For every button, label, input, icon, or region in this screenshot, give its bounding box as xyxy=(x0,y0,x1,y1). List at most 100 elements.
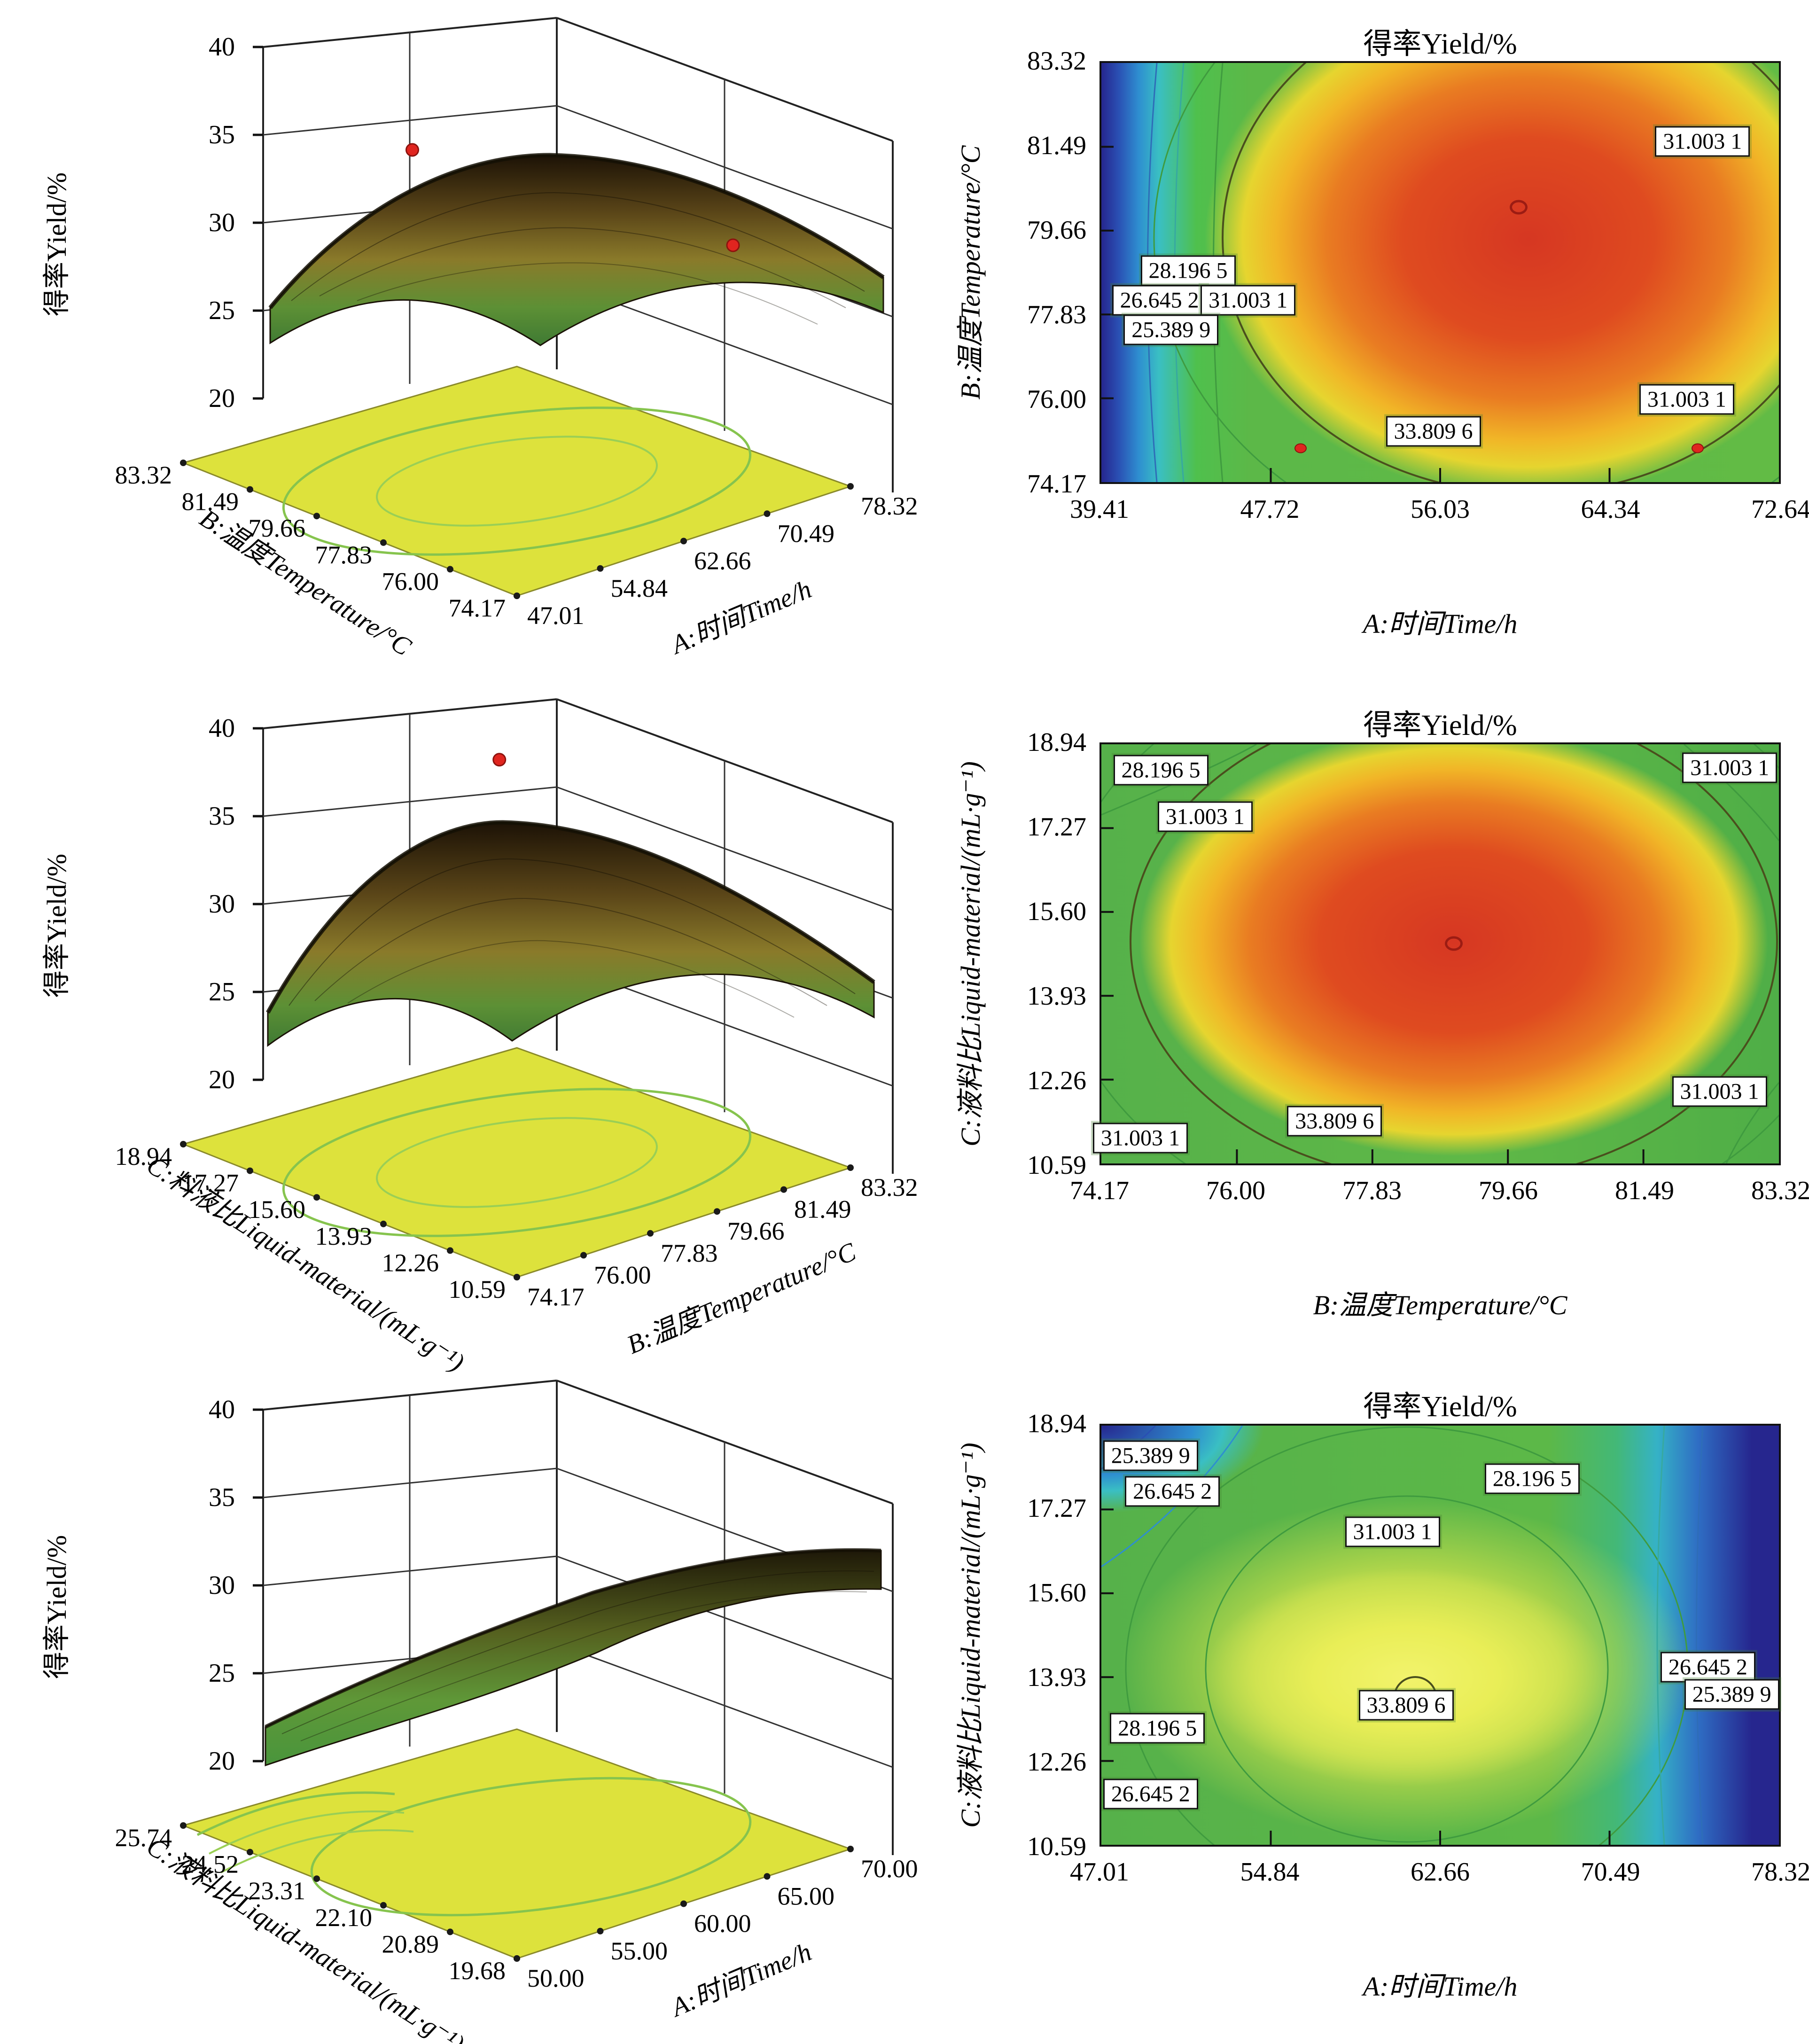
contour-level-label: 25.389 9 xyxy=(1123,314,1219,345)
contour-level-label: 33.809 6 xyxy=(1386,416,1481,446)
contour-level-label: 28.196 5 xyxy=(1484,1463,1580,1494)
left-axis-tick-label: 79.66 xyxy=(249,514,306,542)
right-axis-tick-dot xyxy=(780,1186,787,1193)
z-axis-title: 得率Yield/% xyxy=(41,1535,72,1679)
left-axis-tick-label: 15.60 xyxy=(249,1195,306,1224)
contour-level-label: 33.809 6 xyxy=(1358,1690,1454,1720)
z-axis-tick-label: 25 xyxy=(209,977,235,1006)
right-axis-tick-label: 78.32 xyxy=(861,492,918,520)
design-point-marker xyxy=(726,238,740,252)
response-surface xyxy=(268,153,885,346)
right-axis-title: A:时间Time/h xyxy=(665,575,816,661)
response-surface xyxy=(266,820,875,1047)
x-axis-tick-label: 74.17 xyxy=(1070,1176,1129,1205)
surface-canvas: 40 35 30 25 20 得率Yield/% 83.32 81.49 79.66 77.83 7… xyxy=(41,17,918,662)
right-axis-tick-label: 70.49 xyxy=(778,519,835,547)
response-surface xyxy=(265,1548,882,1767)
left-axis-tick-dot xyxy=(447,1928,453,1935)
left-axis-tick-label: 24.52 xyxy=(182,1850,239,1879)
left-axis-tick-dot xyxy=(380,1220,387,1227)
z-axis-tick-label: 30 xyxy=(209,889,235,919)
x-axis-tick-label: 39.41 xyxy=(1070,495,1129,524)
center-design-point-marker xyxy=(1445,936,1463,951)
right-axis-tick-dot xyxy=(847,1846,854,1852)
contour-plot-time-ratio: 得率Yield/% C:液料比Liquid-material/(mL·g⁻¹) A:… xyxy=(916,1363,1809,2044)
x-axis-tick-label: 72.64 xyxy=(1751,495,1809,524)
contour-level-label: 25.389 9 xyxy=(1684,1679,1779,1710)
plot-title: 得率Yield/% xyxy=(1363,28,1517,60)
right-axis-tick-dot xyxy=(714,1208,720,1215)
design-point-marker xyxy=(405,143,419,157)
surface-labels: 40 35 30 25 20 得率Yield/% 18.94 17.27 15.60 13.93 1… xyxy=(41,714,918,1377)
z-axis-tick-label: 20 xyxy=(209,1747,235,1776)
y-axis-tick-label: 15.60 xyxy=(1027,897,1086,926)
right-axis-tick-dot xyxy=(680,1900,687,1907)
right-axis-tick-label: 83.32 xyxy=(861,1173,918,1201)
right-axis-tick-dot xyxy=(847,483,854,490)
x-axis-tick-label: 78.32 xyxy=(1751,1857,1809,1887)
contour-plot-temperature-ratio: 得率Yield/% C:液料比Liquid-material/(mL·g⁻¹) B:… xyxy=(916,681,1809,1363)
right-axis-tick-label: 62.66 xyxy=(694,547,751,575)
right-axis-tick-label: 55.00 xyxy=(611,1937,668,1965)
y-axis-tick-label: 13.93 xyxy=(1027,982,1086,1011)
z-axis-title: 得率Yield/% xyxy=(41,172,72,316)
right-axis-tick-dot xyxy=(647,1230,654,1237)
contour-level-label: 26.645 2 xyxy=(1112,285,1207,315)
y-axis-tick-label: 74.17 xyxy=(1027,469,1086,499)
y-axis-tick-label: 17.27 xyxy=(1027,812,1086,842)
y-axis-tick-label: 12.26 xyxy=(1027,1748,1086,1777)
contour-plot-time-temperature: 得率Yield/% B:温度Temperature/°C A:时间Time/h 83.… xyxy=(916,0,1809,681)
z-axis-tick-label: 40 xyxy=(209,714,235,743)
y-axis-tick-label: 12.26 xyxy=(1027,1066,1086,1095)
contour-level-label: 33.809 6 xyxy=(1287,1106,1382,1136)
contour-level-label: 31.003 1 xyxy=(1672,1076,1767,1107)
left-axis-tick-label: 13.93 xyxy=(315,1222,373,1250)
surface-plot-temperature-ratio: 40 35 30 25 20 得率Yield/% 18.94 17.27 15.60 13.93 1… xyxy=(0,681,918,1377)
y-axis-tick-label: 79.66 xyxy=(1027,216,1086,245)
x-axis-title: A:时间Time/h xyxy=(1363,609,1518,639)
left-axis-tick-label: 20.89 xyxy=(382,1930,439,1958)
y-axis-tick-label: 18.94 xyxy=(1027,728,1086,757)
x-axis-tick-label: 47.01 xyxy=(1070,1857,1129,1887)
contour-level-label: 26.645 2 xyxy=(1125,1476,1220,1507)
left-axis-tick-dot xyxy=(247,1849,253,1856)
left-axis-tick-dot xyxy=(247,1167,253,1174)
y-axis-tick-label: 83.32 xyxy=(1027,47,1086,76)
left-axis-tick-label: 76.00 xyxy=(382,567,439,595)
right-axis-tick-label: 77.83 xyxy=(661,1239,718,1267)
plot-title: 得率Yield/% xyxy=(1363,1391,1517,1423)
left-axis-tick-dot xyxy=(313,1875,320,1882)
contour-level-label: 28.196 5 xyxy=(1140,255,1236,286)
left-axis-tick-label: 81.49 xyxy=(182,488,239,516)
contour-level-label: 31.003 1 xyxy=(1682,752,1778,783)
left-axis-tick-dot xyxy=(180,1822,187,1829)
left-axis-tick-dot xyxy=(180,1141,187,1147)
contour-level-label: 31.003 1 xyxy=(1345,1516,1440,1547)
surface-canvas: 40 35 30 25 20 得率Yield/% 18.94 17.27 15.60 13.93 1… xyxy=(41,698,918,1377)
y-axis-tick-label: 77.83 xyxy=(1027,300,1086,329)
z-axis-tick-label: 35 xyxy=(209,1483,235,1512)
z-axis-tick-label: 35 xyxy=(209,802,235,831)
right-axis-tick-dot xyxy=(680,538,687,545)
left-axis-tick-label: 22.10 xyxy=(315,1904,373,1932)
z-axis-tick-label: 20 xyxy=(209,1065,235,1094)
y-axis-title: C:液料比Liquid-material/(mL·g⁻¹) xyxy=(955,761,986,1147)
contour-level-label: 31.003 1 xyxy=(1201,285,1296,315)
y-axis-tick-label: 17.27 xyxy=(1027,1494,1086,1523)
right-axis-tick-label: 74.17 xyxy=(527,1283,585,1311)
right-axis-tick-dot xyxy=(847,1164,854,1171)
left-axis-tick-label: 12.26 xyxy=(382,1248,439,1277)
surface-canvas: 40 35 30 25 20 得率Yield/% 25.74 24.52 23.31 22.10 2… xyxy=(41,1380,918,2044)
z-axis-tick-label: 30 xyxy=(209,1571,235,1600)
design-point-marker xyxy=(492,753,507,767)
z-axis-tick-label: 40 xyxy=(209,32,235,62)
left-axis-tick-dot xyxy=(380,1902,387,1909)
z-axis-tick-label: 25 xyxy=(209,296,235,325)
z-axis-tick-label: 35 xyxy=(209,120,235,149)
x-axis-tick-label: 54.84 xyxy=(1240,1857,1300,1887)
plot-title: 得率Yield/% xyxy=(1363,710,1517,741)
y-axis-tick-label: 15.60 xyxy=(1027,1578,1086,1607)
design-point-marker xyxy=(1692,443,1704,453)
left-axis-tick-dot xyxy=(180,460,187,466)
